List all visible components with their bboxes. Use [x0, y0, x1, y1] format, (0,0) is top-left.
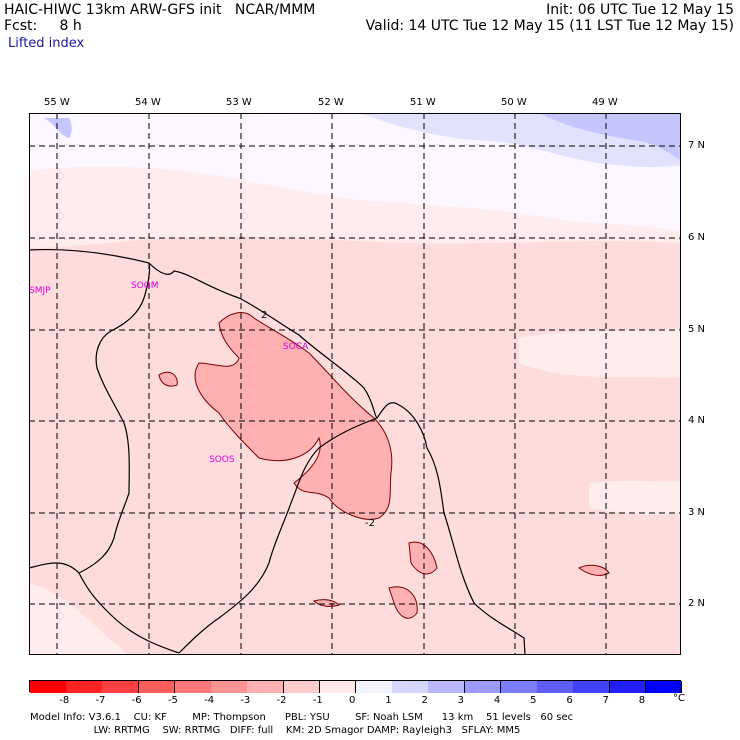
li-contour-minus-2 [578, 564, 610, 576]
station-label: SMJP [29, 286, 51, 296]
colorbar-tick-label: 2 [421, 695, 428, 706]
colorbar-tick-label: 5 [530, 695, 537, 706]
colorbar-swatch [211, 681, 248, 693]
lon-label: 53 W [226, 97, 252, 108]
model-info-line1: Model Info: V3.6.1 CU: KF MP: Thompson P… [30, 712, 574, 723]
colorbar-swatch [645, 681, 683, 693]
colorbar-swatch [283, 681, 321, 693]
lon-label: 50 W [501, 97, 527, 108]
colorbar-swatch [573, 681, 611, 693]
colorbar-swatch [138, 681, 176, 693]
colorbar-tick-label: 0 [349, 695, 356, 706]
li-patch-near-zero [519, 328, 681, 378]
colorbar-tick-label: -7 [95, 695, 106, 706]
colorbar-tick-label: 8 [638, 695, 646, 706]
li-cell-positive [44, 118, 72, 138]
colorbar-tick-label: 3 [457, 695, 465, 706]
colorbar-tick-label: -6 [131, 695, 142, 706]
lifted-index-map: SMJP SOGM SOCA SOOS 2 -2 [29, 113, 681, 655]
lat-label: 3 N [688, 507, 706, 518]
graticule [29, 113, 681, 655]
colorbar-tick-label: -1 [312, 695, 323, 706]
li-patch-near-zero [29, 583, 129, 655]
colorbar-tick-label: -8 [59, 695, 70, 706]
lon-label: 54 W [135, 97, 161, 108]
contour-label: -2 [365, 518, 375, 529]
li-contour-minus-2 [313, 599, 340, 607]
colorbar-tick-label: -5 [167, 695, 178, 706]
colorbar-tick-label: 6 [566, 695, 573, 706]
colorbar-tick-label: -3 [240, 695, 251, 706]
li-contour-minus-2 [158, 371, 178, 387]
field-name: Lifted index [8, 36, 85, 51]
colorbar-swatch [174, 681, 212, 693]
colorbar-tick-label: -4 [204, 695, 215, 706]
li-patch-near-zero [589, 480, 681, 516]
lat-label: 5 N [688, 324, 706, 335]
lat-label: 4 N [688, 415, 706, 426]
colorbar-swatch [319, 681, 357, 693]
contour-label: 2 [261, 310, 267, 321]
lon-label: 51 W [410, 97, 436, 108]
colorbar-swatch [537, 681, 574, 693]
station-label: SOCA [283, 342, 309, 352]
colorbar-swatch [30, 681, 67, 693]
li-band-positive-4 [539, 113, 681, 161]
colorbar-swatch [356, 681, 393, 693]
colorbar-tick-label: 7 [602, 695, 609, 706]
colorbar-swatch [464, 681, 502, 693]
station-label: SOGM [131, 281, 159, 291]
model-title: HAIC-HIWC 13km ARW-GFS init NCAR/MMM [4, 2, 316, 18]
colorbar-swatch [500, 681, 538, 693]
lat-label: 7 N [688, 140, 706, 151]
lat-label: 2 N [688, 598, 706, 609]
model-info-line2: LW: RRTMG SW: RRTMG DIFF: full KM: 2D Sm… [30, 725, 521, 736]
colorbar-tick-label: -2 [276, 695, 287, 706]
colorbar-tick-label: 1 [385, 695, 392, 706]
station-label: SOOS [209, 455, 235, 465]
lon-label: 52 W [318, 97, 344, 108]
colorbar-swatch [609, 681, 647, 693]
colorbar-swatch [428, 681, 466, 693]
colorbar-unit: °C [673, 693, 685, 704]
colorbar-swatch [66, 681, 103, 693]
forecast-hour: Fcst: 8 h [4, 18, 82, 34]
coastline-borders [29, 248, 526, 655]
init-time: Init: 06 UTC Tue 12 May 15 [546, 2, 734, 18]
li-contour-minus-2 [408, 541, 438, 575]
colorbar-swatch [392, 681, 429, 693]
lat-label: 6 N [688, 232, 706, 243]
map-frame [29, 113, 681, 655]
lon-label: 55 W [44, 97, 70, 108]
li-contour-minus-2 [194, 312, 393, 520]
valid-time: Valid: 14 UTC Tue 12 May 15 (11 LST Tue … [365, 18, 734, 34]
colorbar-tick-label: 4 [493, 695, 501, 706]
lon-label: 49 W [592, 97, 618, 108]
colorbar-swatch [102, 681, 140, 693]
li-contour-minus-2 [388, 586, 418, 619]
colorbar-swatch [247, 681, 285, 693]
colorbar [29, 680, 683, 693]
